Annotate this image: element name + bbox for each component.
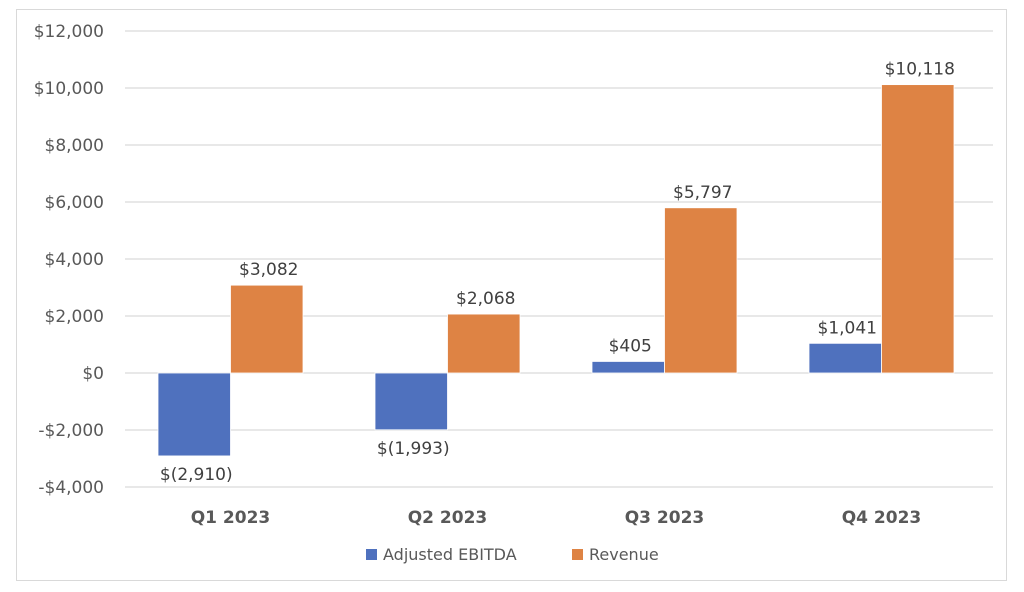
data-label: $10,118: [885, 60, 955, 80]
y-axis-tick-labels: $12,000 $10,000 $8,000 $6,000 $4,000 $2,000 $0…: [34, 22, 104, 498]
x-category-label: Q1 2023: [191, 508, 271, 528]
legend-label: Revenue: [589, 545, 659, 564]
legend-label: Adjusted EBITDA: [383, 545, 517, 564]
y-tick-label: $12,000: [34, 22, 104, 42]
bar-revenue: [664, 207, 738, 374]
bar-adjusted-ebitda: [591, 361, 665, 374]
x-axis-category-labels: Q1 2023 Q2 2023 Q3 2023 Q4 2023: [191, 508, 922, 528]
data-label: $3,082: [239, 260, 298, 280]
legend: Adjusted EBITDA Revenue: [366, 545, 659, 564]
y-tick-label: $2,000: [45, 307, 104, 327]
y-tick-label: $0: [82, 364, 104, 384]
chart-frame: [16, 9, 1007, 581]
data-label: $1,041: [818, 318, 877, 338]
y-tick-label: $6,000: [45, 193, 104, 213]
bars: [157, 84, 955, 457]
y-tick-label: $8,000: [45, 136, 104, 156]
x-category-label: Q3 2023: [625, 508, 705, 528]
bar-revenue: [230, 284, 304, 374]
x-category-label: Q4 2023: [842, 508, 922, 528]
x-category-label: Q2 2023: [408, 508, 488, 528]
bar-revenue: [881, 84, 955, 374]
legend-swatch-adjusted-ebitda: [366, 549, 377, 560]
y-tick-label: -$2,000: [38, 421, 104, 441]
legend-swatch-revenue: [572, 549, 583, 560]
bar-adjusted-ebitda: [157, 372, 231, 457]
bar-adjusted-ebitda: [374, 372, 448, 431]
bar-revenue: [447, 313, 521, 374]
y-tick-label: $10,000: [34, 79, 104, 99]
gridlines: [125, 30, 993, 488]
data-label: $2,068: [456, 289, 515, 309]
data-label: $(2,910): [160, 465, 233, 485]
y-tick-label: $4,000: [45, 250, 104, 270]
data-labels: $(2,910) $3,082 $(1,993) $2,068 $405 $5,797 $1…: [160, 60, 955, 485]
bar-adjusted-ebitda: [808, 342, 882, 374]
data-label: $405: [609, 336, 652, 356]
y-tick-label: -$4,000: [38, 478, 104, 498]
data-label: $5,797: [673, 183, 732, 203]
data-label: $(1,993): [377, 439, 450, 459]
